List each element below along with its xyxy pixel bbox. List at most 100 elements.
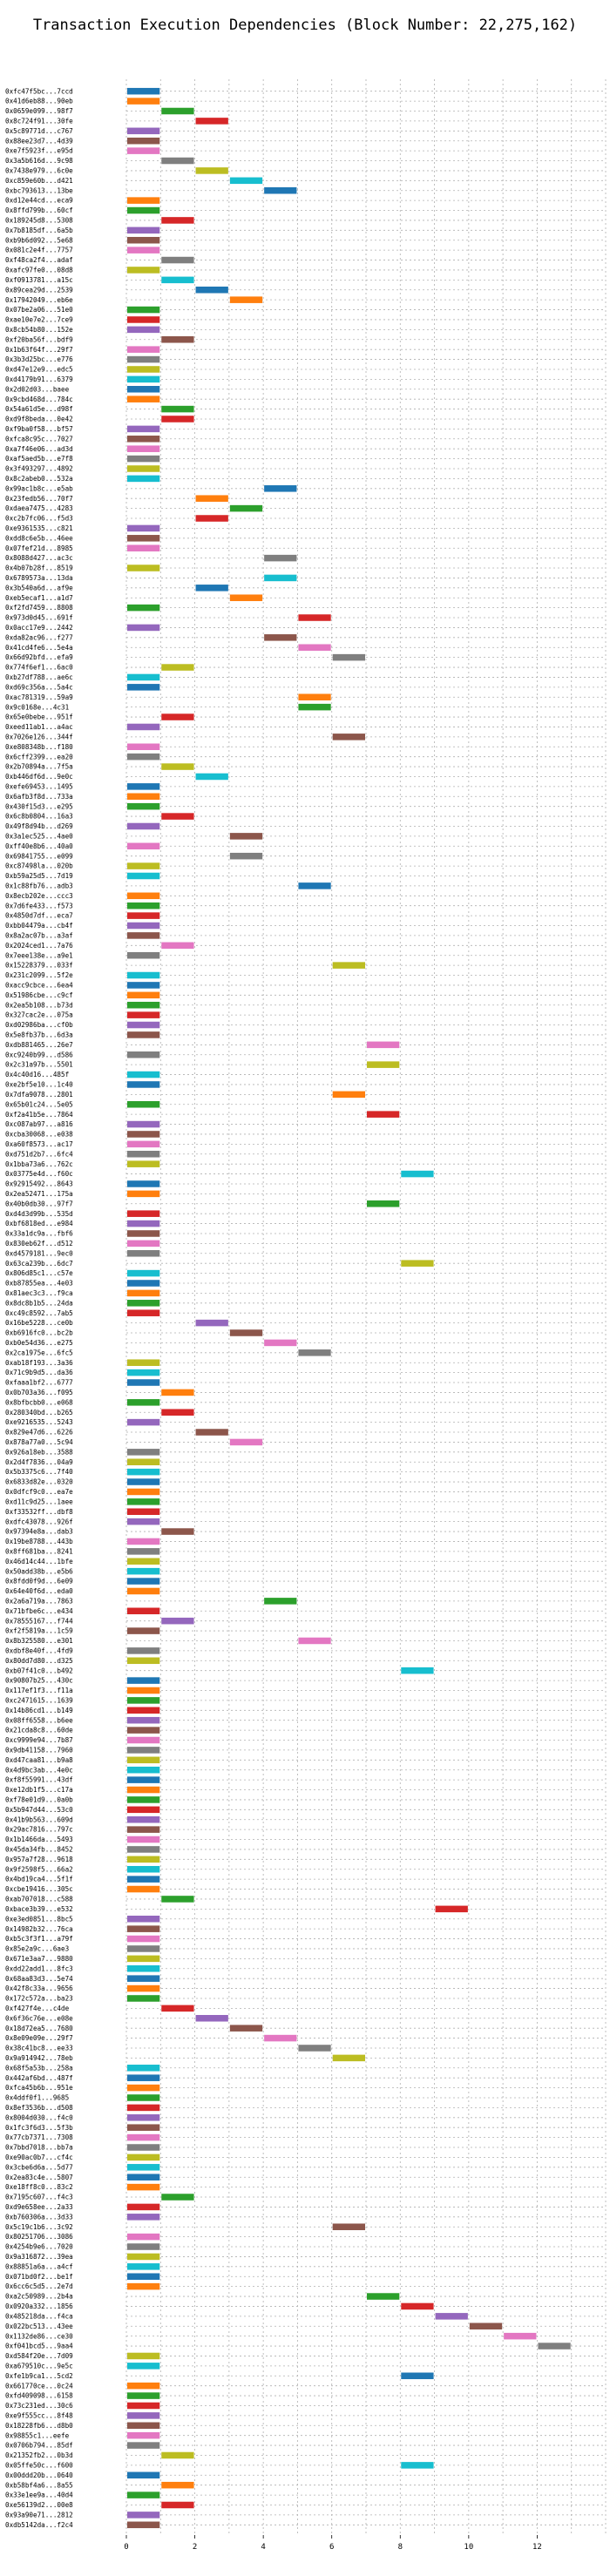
tx-bar (298, 693, 331, 701)
tx-bar (127, 1964, 160, 1972)
tx-bar (195, 286, 228, 294)
tx-bar (127, 1548, 160, 1555)
tx-label: 0x8ef3536b...d508 (5, 2104, 73, 2112)
tx-label: 0xb87855ea...4e03 (5, 1280, 73, 1288)
tx-bar (127, 1190, 160, 1198)
tx-label: 0xc2471615...1639 (5, 1696, 73, 1704)
tx-label: 0xf0913781...a15c (5, 276, 73, 284)
tx-bar (127, 1677, 160, 1684)
tx-label: 0xdd8c6e5b...46ee (5, 534, 73, 542)
tx-label: 0x29ac7816...797c (5, 1826, 73, 1834)
tx-label: 0x46d14c44...1bfe (5, 1558, 73, 1565)
tx-label: 0x21cda8c8...60de (5, 1727, 73, 1734)
tx-label: 0x8c2abeb0...532a (5, 475, 73, 483)
tx-label: 0x68aa83d3...5e74 (5, 1975, 73, 1983)
tx-label: 0x671e3aa7...9880 (5, 1955, 73, 1963)
tx-label: 0xb6916fc0...bc2b (5, 1329, 73, 1337)
tx-label: 0x2ea52471...175a (5, 1190, 73, 1198)
tx-bar (127, 1865, 160, 1873)
tx-bar (161, 664, 194, 671)
tx-bar (127, 197, 160, 204)
tx-bar (127, 2471, 160, 2479)
tx-bar (127, 2233, 160, 2241)
tx-label: 0xcbe19416...305c (5, 1885, 73, 1893)
tx-label: 0x7bbd7018...bb7a (5, 2144, 73, 2152)
tx-bar (367, 1041, 400, 1049)
tx-bar (264, 574, 297, 582)
tx-bar (161, 107, 194, 115)
tx-label: 0x4ddf0f1...9685 (5, 2094, 69, 2102)
tx-bar (127, 2133, 160, 2141)
tx-label: 0x7dfa9078...2801 (5, 1091, 73, 1099)
tx-label: 0x806d85c1...c57e (5, 1269, 73, 1277)
x-tick-label: 2 (193, 2543, 197, 2552)
tx-bar (195, 167, 228, 174)
x-tick-labels: 0 2 4 6 8 10 12 (124, 2535, 542, 2552)
tx-bar (127, 1359, 160, 1366)
tx-label: 0xd4579181...9ec0 (5, 1249, 73, 1257)
tx-label: 0x38c41bc8...ee33 (5, 2045, 73, 2052)
tx-label: 0x17942049...eb6e (5, 296, 73, 304)
tx-label: 0x973d0d45...691f (5, 614, 73, 622)
tx-label: 0x6833d82e...0320 (5, 1478, 73, 1486)
tx-bar (127, 2214, 160, 2221)
tx-bar (127, 1269, 160, 1277)
tx-label: 0xefe69453...1495 (5, 782, 73, 790)
tx-bar (298, 644, 331, 652)
tx-label: 0xbb04479a...cb4f (5, 922, 73, 930)
tx-bar (367, 2293, 400, 2300)
tx-bar (127, 1289, 160, 1297)
tx-bar (127, 565, 160, 571)
tx-bar (127, 375, 160, 383)
tx-bar (127, 1876, 160, 1883)
tx-bar (127, 1120, 160, 1128)
tx-bar (469, 2322, 503, 2330)
tx-bar (127, 1766, 160, 1774)
tx-label: 0x5b947d44...53c0 (5, 1806, 73, 1814)
tx-label: 0xa679510c...9e5c (5, 2362, 73, 2370)
tx-label: 0xf33532ff...dbf8 (5, 1508, 73, 1516)
tx-label: 0xacc9cbce...6ea4 (5, 982, 73, 990)
tx-bar (127, 2203, 160, 2211)
tx-bar (229, 1329, 263, 1336)
tx-label: 0x8b325580...e301 (5, 1637, 73, 1645)
tx-label: 0x926a18eb...3588 (5, 1448, 73, 1456)
tx-bar (264, 485, 297, 492)
tx-bar (127, 346, 160, 353)
tx-label: 0xf2fd7459...8808 (5, 604, 73, 612)
tx-bar (127, 1796, 160, 1803)
tx-bar (127, 673, 160, 681)
tx-label: 0xae10e7e2...7ce9 (5, 316, 73, 324)
tx-label: 0xe808348b...f180 (5, 743, 73, 751)
tx-bar (127, 1657, 160, 1665)
tx-bar (435, 2313, 468, 2320)
tx-label: 0x7b8185df...6a5b (5, 226, 73, 234)
tx-label: 0xb27df788...ae6c (5, 673, 73, 681)
tx-bar (127, 1071, 160, 1078)
tx-bar (229, 296, 263, 303)
tx-label: 0xf041bcd5...9aa4 (5, 2343, 73, 2350)
tx-bar (127, 1001, 160, 1009)
tx-label: 0x081c2e4f...7757 (5, 247, 73, 254)
tx-bar (127, 1498, 160, 1505)
tx-label: 0x022bc513...43ee (5, 2322, 73, 2330)
tx-bar (264, 186, 297, 194)
tx-label: 0x9a914942...78eb (5, 2054, 73, 2062)
tx-label: 0xcba30068...e038 (5, 1131, 73, 1139)
tx-bar (127, 2352, 160, 2360)
tx-bar (161, 335, 194, 343)
tx-bar (127, 1280, 160, 1287)
tx-bar (127, 1031, 160, 1038)
tx-bar (298, 1637, 331, 1645)
tx-label: 0x8dc8b1b5...24da (5, 1299, 73, 1307)
tx-label: 0x85e2a9c...6ae3 (5, 1945, 69, 1953)
tx-bar (127, 2491, 160, 2498)
x-tick-label: 10 (464, 2543, 473, 2552)
tx-bar (127, 1160, 160, 1167)
chart-title: Transaction Execution Dependencies (Bloc… (33, 17, 577, 34)
tx-bar (127, 1607, 160, 1615)
tx-bar (127, 1309, 160, 1316)
tx-bar (161, 1409, 194, 1416)
tx-label: 0xac781319...59a9 (5, 693, 73, 701)
tx-label: 0x9a316872...39ea (5, 2253, 73, 2261)
